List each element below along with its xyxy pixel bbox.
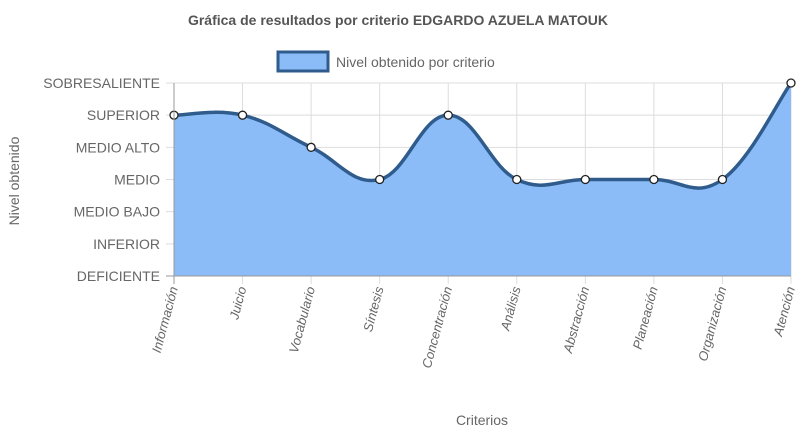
x-tick-label: Juicio — [226, 285, 249, 322]
x-tick-label: Análisis — [497, 284, 523, 333]
data-point[interactable] — [375, 174, 385, 185]
series-line — [173, 81, 793, 190]
x-tick-label: Concentración — [419, 285, 455, 370]
x-tick-label: Vocabulario — [286, 285, 318, 355]
legend-swatch — [276, 50, 330, 73]
x-tick-label: Síntesis — [360, 284, 387, 333]
series-group — [169, 78, 796, 276]
y-tick-label: MEDIO ALTO — [76, 139, 160, 155]
data-point[interactable] — [512, 174, 522, 185]
y-tick-label: SUPERIOR — [87, 107, 160, 123]
legend[interactable]: Nivel obtenido por criterio — [276, 50, 495, 73]
x-axis-label: Criterios — [456, 412, 508, 428]
y-tick-label: SOBRESALIENTE — [43, 75, 160, 91]
y-tick-label: DEFICIENTE — [77, 268, 160, 284]
y-tick-label: MEDIO BAJO — [74, 204, 160, 220]
legend-label: Nivel obtenido por criterio — [336, 54, 495, 70]
data-point[interactable] — [717, 174, 728, 185]
y-tick-label: MEDIO — [114, 172, 160, 188]
y-tick-label: INFERIOR — [93, 236, 160, 252]
chart-title: Gráfica de resultados por criterio EDGAR… — [188, 12, 608, 28]
x-tick-label: Información — [149, 285, 181, 354]
y-axis-ticks: DEFICIENTE INFERIOR MEDIO BAJO MEDIO MEDIO A… — [43, 75, 160, 284]
series-area-fill — [174, 83, 791, 276]
data-point[interactable] — [306, 142, 316, 152]
data-point[interactable] — [443, 110, 453, 120]
x-tick-label: Atención — [770, 285, 796, 339]
data-point[interactable] — [237, 110, 248, 120]
x-tick-label: Organización — [695, 285, 729, 363]
x-axis-ticks: Información Juicio Vocabulario Síntesis Conc… — [149, 284, 796, 369]
x-tick-label: Planeación — [630, 285, 661, 351]
y-axis-label: Nivel obtenido — [6, 136, 22, 225]
x-tick-label: Abstracción — [560, 285, 592, 355]
data-point[interactable] — [580, 174, 590, 185]
data-point[interactable] — [649, 174, 659, 185]
data-point[interactable] — [786, 78, 796, 88]
axes — [166, 83, 791, 284]
